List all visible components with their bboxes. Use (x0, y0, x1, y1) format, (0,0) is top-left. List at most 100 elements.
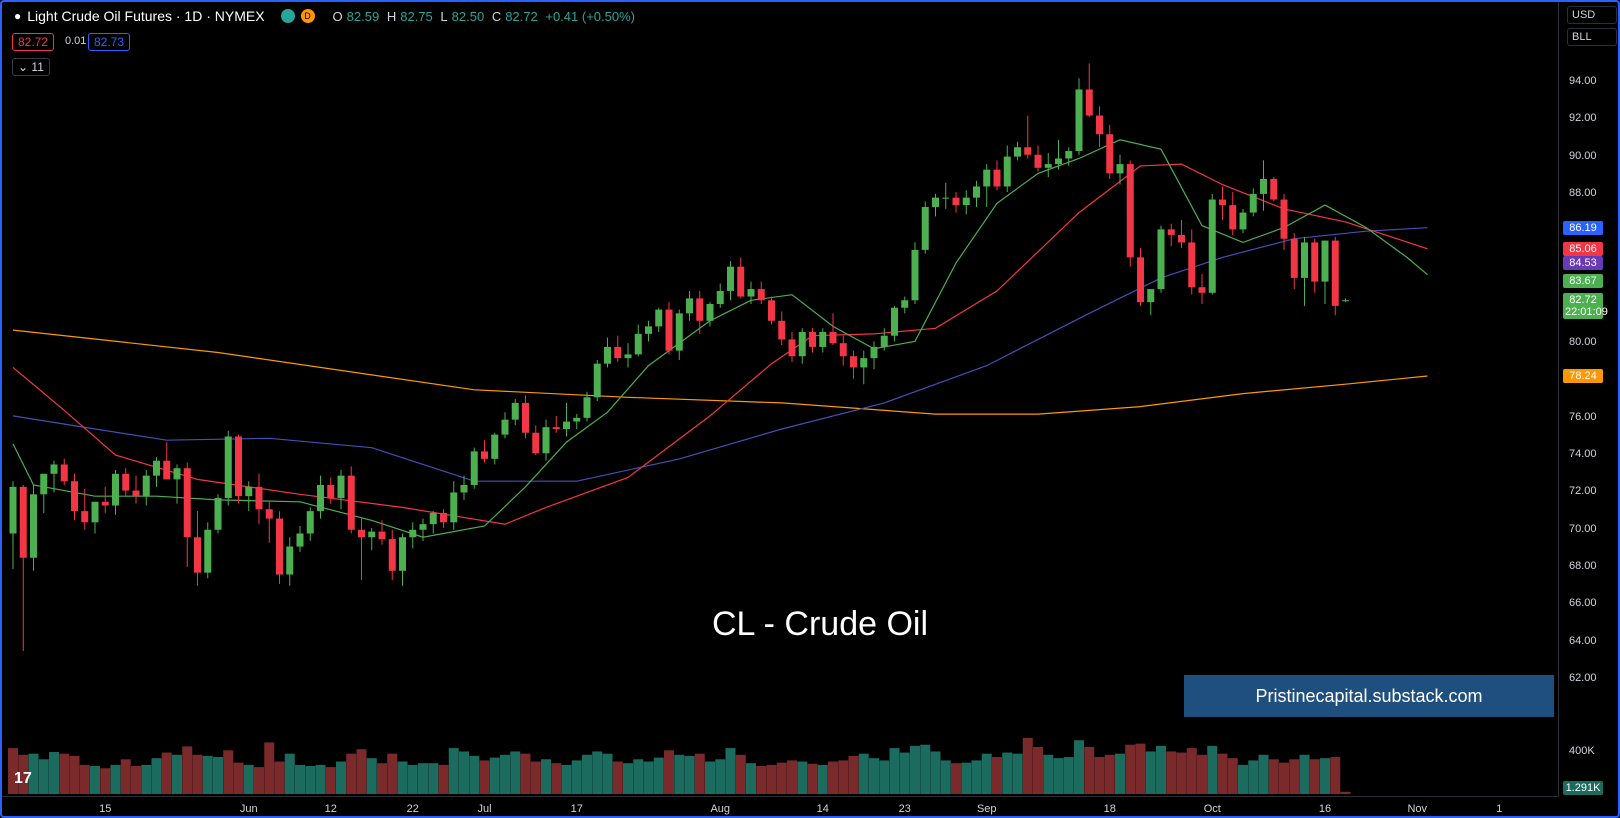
volume-bar (561, 764, 572, 794)
data-badge[interactable]: D (300, 9, 315, 23)
candle-body (470, 451, 478, 485)
currency-dropdown[interactable]: USD (1567, 6, 1617, 24)
volume-bar (1279, 762, 1289, 794)
volume-bar (1135, 743, 1146, 794)
candle-body (19, 486, 27, 558)
candle-body (645, 326, 652, 334)
volume-last-tag: 1.291K (1563, 781, 1603, 795)
volume-bar (479, 760, 490, 794)
candle-body (706, 304, 714, 321)
time-tick-label: Nov (1407, 803, 1428, 815)
volume-bar (202, 755, 213, 794)
candle-body (1024, 147, 1032, 155)
price-tag-value: 86.19 (1569, 221, 1597, 234)
candle-body (460, 484, 468, 493)
candle-body (901, 300, 909, 308)
countdown-timer: 22:01:09 (1565, 306, 1608, 319)
price-tick-label: 90.00 (1569, 149, 1597, 162)
time-tick-label: 22 (406, 803, 419, 815)
candle-body (1290, 238, 1298, 278)
volume-bar (705, 761, 715, 794)
time-tick-label: Jun (239, 803, 258, 815)
candle-body (1167, 229, 1175, 235)
candle-body (276, 518, 283, 575)
volume-bar (930, 751, 941, 794)
price-tag-value: 83.67 (1569, 274, 1597, 287)
candle-body (593, 363, 601, 398)
website-banner: Pristinecapital.substack.com (1184, 675, 1554, 717)
candle-body (1219, 199, 1226, 206)
candle-body (511, 402, 519, 420)
volume-bar (787, 760, 797, 794)
plot-area[interactable]: ● Light Crude Oil Futures · 1D · NYMEX D… (2, 2, 1558, 796)
volume-bar (110, 764, 121, 794)
sell-price-box[interactable]: 82.72 (12, 33, 55, 51)
volume-bar (1145, 751, 1156, 794)
volume-bar (1033, 746, 1043, 794)
volume-bar (889, 748, 900, 794)
candle-body (768, 300, 775, 321)
chart-overlay-title: CL - Crude Oil (712, 605, 929, 643)
tradingview-logo-icon[interactable]: 17 (14, 770, 32, 787)
volume-bar (1227, 758, 1238, 794)
volume-bar (1309, 759, 1320, 794)
candle-body (1229, 205, 1237, 230)
volume-bar (346, 753, 357, 794)
volume-bar (838, 760, 849, 794)
volume-bar (1320, 758, 1330, 794)
candle-body (378, 531, 386, 540)
volume-bar (1156, 745, 1166, 794)
time-tick-label: 16 (1318, 803, 1332, 815)
volume-bar (500, 754, 510, 794)
unit-dropdown[interactable]: BLL (1567, 28, 1617, 46)
close-label: C (491, 8, 502, 24)
volume-bar (848, 755, 859, 794)
candle-body (860, 358, 868, 368)
price-axis[interactable]: USD BLL 94.0092.0090.0088.0086.0080.0076… (1558, 2, 1618, 796)
candle-body (214, 498, 222, 530)
candle-body (921, 206, 929, 250)
high-label: H (386, 8, 397, 24)
indicators-toggle[interactable]: ⌄ 11 (12, 58, 50, 76)
price-tick-label: 92.00 (1569, 112, 1597, 125)
volume-bar (592, 751, 603, 794)
volume-bar (807, 763, 818, 794)
volume-bar (746, 763, 756, 794)
volume-bar (1063, 757, 1074, 794)
time-axis[interactable]: 15 Jun 12 22 Jul 17 Aug 14 23 Sep 18 Oct 16 Nov 1 (2, 796, 1558, 816)
volume-bar (233, 762, 244, 794)
volume-bar (223, 750, 234, 794)
market-status-icon[interactable] (280, 9, 295, 23)
buy-price-box[interactable]: 82.73 (88, 33, 131, 51)
price-tag: 84.53 (1563, 255, 1603, 270)
volume-bar (1330, 757, 1341, 794)
candle-body (1003, 156, 1011, 187)
volume-bar (674, 754, 685, 794)
volume-bar (172, 754, 182, 794)
symbol-title[interactable]: Light Crude Oil Futures · 1D · NYMEX (27, 8, 265, 24)
price-tick-label: 68.00 (1569, 560, 1597, 573)
candle-body (573, 417, 581, 422)
candle-body (1126, 164, 1134, 258)
volume-bar (1094, 757, 1105, 794)
candle-body (1249, 193, 1257, 213)
open-label: O (332, 8, 343, 24)
volume-bar (910, 745, 920, 794)
volume-bar (438, 764, 449, 794)
close-value: 82.72 (505, 8, 538, 24)
candle-body (163, 460, 171, 480)
candle-body (1260, 179, 1267, 194)
candle-body (942, 197, 950, 199)
candle-body (1311, 242, 1319, 282)
volume-bar (366, 758, 377, 794)
time-tick-label: 18 (1103, 803, 1116, 815)
candle-body (194, 537, 201, 573)
candle-body (1106, 134, 1114, 174)
candle-body (870, 346, 878, 359)
volume-bar (1299, 754, 1310, 794)
time-tick-label: 1 (1496, 803, 1503, 815)
volume-bar (899, 752, 910, 794)
candle-body (30, 494, 37, 558)
volume-bar (612, 761, 623, 794)
